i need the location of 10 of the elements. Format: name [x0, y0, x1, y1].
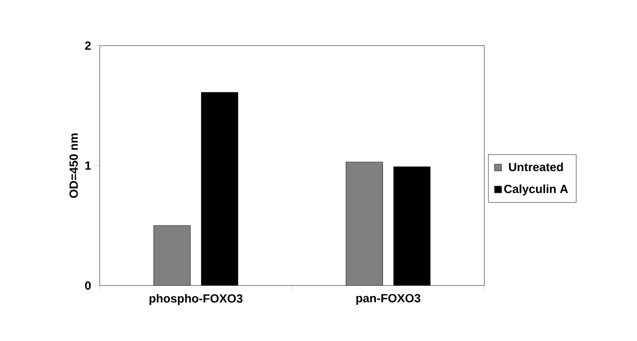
y-tick-label: 1: [85, 161, 91, 170]
x-tick-label: pan-FOXO3: [356, 294, 420, 305]
legend-label: Untreated: [509, 162, 563, 172]
y-tick-label: 2: [85, 41, 91, 50]
bar: [154, 225, 191, 286]
x-tick-label: phospho-FOXO3: [150, 294, 242, 305]
y-tick-label: 0: [85, 281, 91, 290]
bar: [346, 162, 383, 286]
y-axis-title: OD=450 nm: [69, 134, 78, 198]
legend-label: Calyculin A: [504, 184, 568, 196]
